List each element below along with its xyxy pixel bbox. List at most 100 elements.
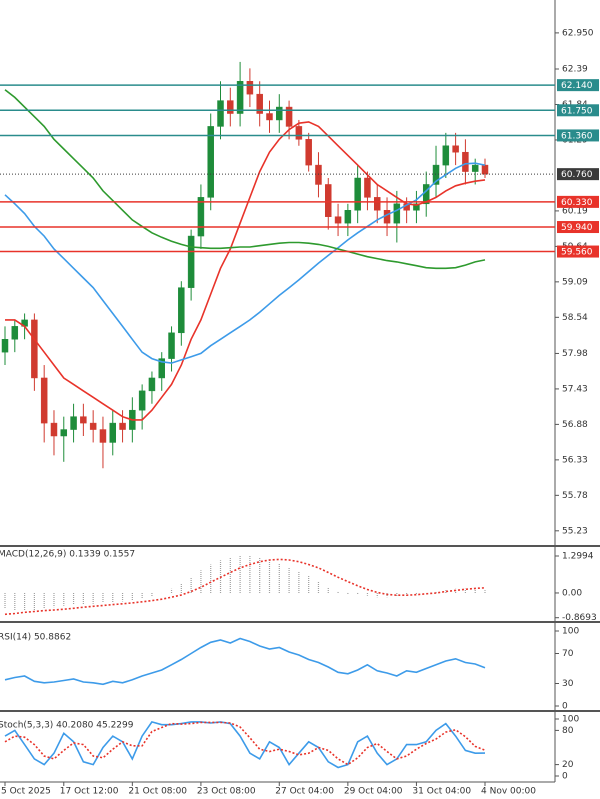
y-tick-label: 30 [562, 679, 574, 689]
y-tick-label: 57.98 [562, 349, 588, 359]
candle-body [471, 164, 479, 172]
candle-body [285, 106, 293, 127]
y-tick-label: 57.43 [562, 384, 588, 394]
candle-body [413, 203, 420, 211]
y-tick-label: 80 [562, 726, 574, 736]
candle-body [1, 339, 9, 353]
candle-body [266, 113, 273, 121]
signal-line [4, 558, 486, 616]
level-label: 60.330 [561, 198, 593, 208]
y-tick-label: 0 [562, 772, 568, 782]
candle-body [148, 377, 156, 392]
moving-average-line [4, 89, 486, 270]
x-tick-label: 21 Oct 08:00 [128, 787, 187, 797]
x-tick-label: 29 Oct 04:00 [344, 787, 403, 797]
candle-body [344, 210, 352, 224]
y-tick-label: 59.09 [562, 277, 588, 287]
indicator-line [4, 637, 486, 686]
candle-body [89, 422, 97, 430]
x-tick-label: 23 Oct 08:00 [197, 787, 256, 797]
candle-body [315, 164, 322, 185]
y-tick-label: 1.2994 [562, 551, 594, 561]
candle-body [119, 422, 126, 430]
candle-body [178, 287, 185, 334]
level-label: 61.750 [561, 106, 593, 116]
y-tick-label: 56.33 [562, 455, 588, 465]
y-tick-label: 56.88 [562, 420, 588, 430]
y-tick-label: 0 [562, 702, 568, 712]
candle-body [217, 100, 224, 127]
candle-body [40, 377, 48, 424]
x-tick-label: 31 Oct 04:00 [412, 787, 471, 797]
candle-body [364, 177, 371, 198]
candle-body [481, 164, 489, 175]
moving-average-line [4, 162, 486, 364]
candle-body [236, 81, 244, 114]
candle-body [276, 106, 283, 121]
candle-body [197, 197, 205, 237]
indicator-line [4, 720, 486, 769]
moving-average-line [5, 121, 486, 421]
candle-body [393, 203, 401, 224]
y-tick-label: 100 [562, 715, 579, 725]
indicator-title: RSI(14) 50.8862 [0, 633, 71, 643]
candle-body [305, 139, 312, 166]
candle-body [158, 358, 165, 379]
candle-body [80, 416, 87, 424]
candle-body [187, 235, 195, 288]
level-label-box [557, 221, 599, 234]
candle-body [442, 145, 450, 166]
x-tick-label: 4 Nov 00:00 [481, 787, 536, 797]
level-label-box [557, 195, 599, 208]
y-tick-label: 62.950 [562, 28, 594, 38]
y-tick-label: 100 [562, 627, 579, 637]
candle-body [70, 416, 77, 430]
y-tick-label: 0.00 [562, 588, 582, 598]
indicator-title: MACD(12,26,9) 0.1339 0.1557 [0, 550, 135, 560]
y-tick-label: 58.54 [562, 313, 588, 323]
level-label: 59.940 [561, 223, 593, 233]
x-tick-label: 17 Oct 12:00 [60, 787, 119, 797]
candle-body [325, 184, 332, 217]
candle-body [452, 145, 459, 153]
x-tick-label: 5 Oct 2025 [1, 787, 51, 797]
y-tick-label: 55.23 [562, 526, 588, 536]
candle-body [227, 100, 234, 114]
candle-body [246, 81, 254, 95]
candle-body [373, 197, 381, 211]
candle-body [256, 93, 263, 114]
candle-body [99, 429, 107, 443]
y-tick-label: 20 [562, 760, 574, 770]
level-label: 61.360 [561, 131, 593, 141]
y-tick-label: -0.8693 [562, 613, 597, 623]
level-label-box [557, 168, 599, 181]
candle-body [31, 319, 38, 379]
y-tick-label: 60.19 [562, 206, 588, 216]
candle-body [138, 390, 146, 411]
y-tick-label: 55.78 [562, 491, 588, 501]
level-label-box [557, 79, 599, 92]
level-label-box [557, 129, 599, 142]
candle-body [50, 422, 58, 437]
candle-body [334, 216, 342, 224]
y-tick-label: 62.39 [562, 65, 588, 75]
level-label-box [557, 104, 599, 117]
level-label: 62.140 [561, 81, 593, 91]
candle-body [109, 422, 117, 443]
candle-body [207, 126, 214, 198]
candle-body [462, 151, 469, 172]
candle-body [295, 126, 303, 140]
level-label: 59.560 [561, 248, 593, 258]
candle-body [60, 429, 68, 437]
indicator-title: Stoch(5,3,3) 40.2080 45.2299 [0, 721, 134, 731]
candle-body [432, 164, 440, 185]
y-tick-label: 70 [562, 649, 574, 659]
level-label: 60.760 [561, 170, 593, 180]
candle-body [11, 326, 19, 340]
x-tick-label: 27 Oct 04:00 [275, 787, 334, 797]
candle-body [168, 332, 175, 359]
candle-body [354, 177, 361, 211]
